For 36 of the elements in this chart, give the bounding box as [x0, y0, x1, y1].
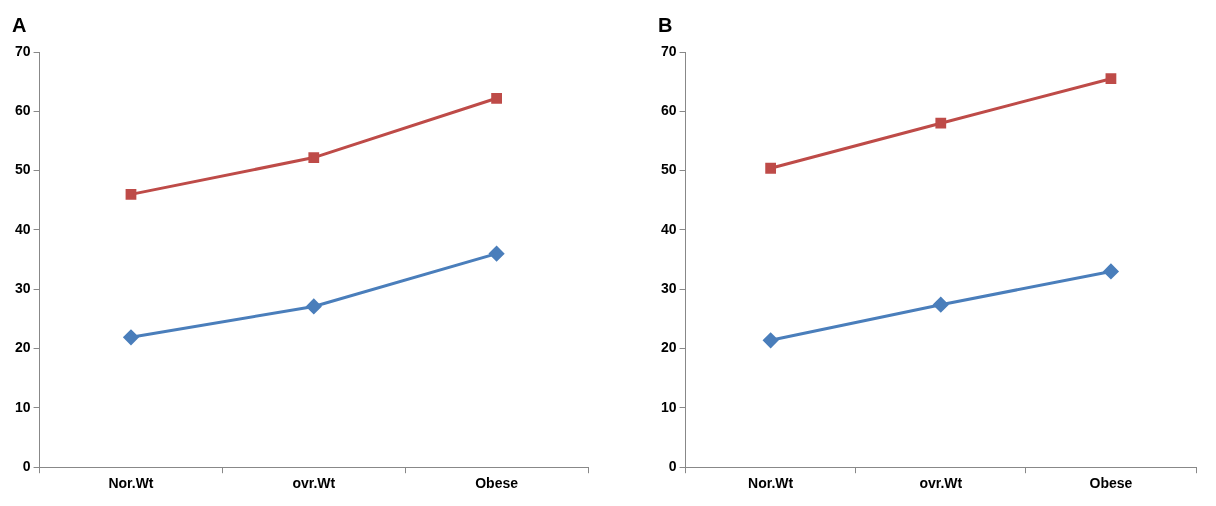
x-tick-label: Obese	[475, 475, 519, 492]
y-tick-label: 70	[14, 42, 31, 59]
x-tick-label: Obese	[1089, 475, 1133, 492]
y-tick-label: 10	[14, 398, 31, 415]
point	[125, 188, 137, 200]
x-tick-label: Nor.Wt	[748, 475, 794, 492]
point	[491, 92, 502, 104]
y-tick-label: 0	[668, 458, 677, 475]
point	[308, 152, 320, 163]
point	[123, 329, 139, 345]
y-tick-label: 40	[660, 220, 677, 237]
point	[933, 297, 949, 313]
x-tick-label: ovr.Wt	[292, 475, 336, 492]
y-tick-label: 40	[14, 220, 31, 237]
y-tick-label: 20	[14, 339, 31, 356]
y-tick-label: 50	[14, 161, 31, 178]
y-tick-label: 30	[660, 280, 677, 297]
y-tick-label: 60	[14, 102, 31, 119]
y-tick-label: 30	[14, 280, 31, 297]
point	[1103, 263, 1119, 279]
point	[935, 117, 947, 129]
y-tick-label: 0	[22, 458, 31, 475]
point	[489, 246, 505, 262]
chart-title: A	[12, 13, 27, 36]
x-tick-label: Nor.Wt	[108, 475, 154, 492]
y-tick-label: 70	[660, 42, 677, 59]
point	[765, 162, 777, 174]
point	[1105, 73, 1117, 85]
y-tick-label: 60	[660, 102, 677, 119]
y-tick-label: 20	[660, 339, 677, 356]
y-tick-label: 10	[660, 398, 677, 415]
point	[306, 298, 322, 314]
chart-title: B	[658, 13, 673, 36]
y-tick-label: 50	[660, 161, 677, 178]
point	[763, 332, 779, 348]
x-tick-label: ovr.Wt	[919, 475, 963, 492]
